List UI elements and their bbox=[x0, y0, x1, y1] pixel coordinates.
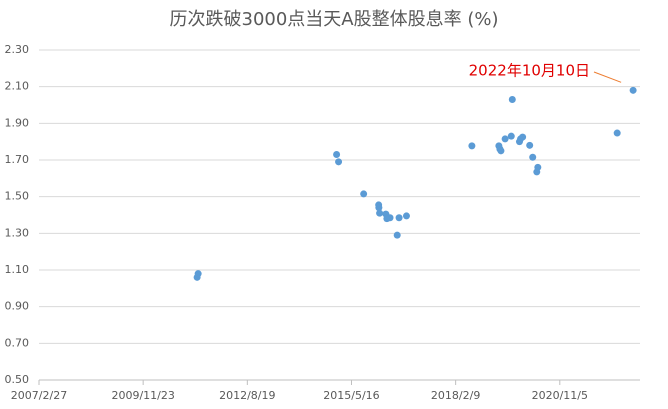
x-tick-label: 2007/2/27 bbox=[11, 389, 67, 402]
point bbox=[360, 190, 368, 198]
point bbox=[497, 147, 505, 155]
point bbox=[194, 270, 202, 278]
x-tick-label: 2018/2/9 bbox=[431, 389, 480, 402]
x-tick-label: 2015/5/16 bbox=[323, 389, 379, 402]
point bbox=[629, 86, 637, 94]
point bbox=[534, 163, 542, 171]
point bbox=[402, 212, 410, 220]
annotation: 2022年10月10日 bbox=[469, 62, 590, 80]
y-tick-label: 1.10 bbox=[5, 263, 30, 276]
point bbox=[393, 231, 401, 239]
x-tick-label: 2020/11/5 bbox=[532, 389, 588, 402]
point bbox=[386, 214, 394, 222]
y-tick-label: 0.90 bbox=[5, 300, 30, 313]
point bbox=[519, 133, 527, 141]
point bbox=[395, 214, 403, 222]
y-tick-label: 1.70 bbox=[5, 153, 30, 166]
x-tick-label: 2009/11/23 bbox=[111, 389, 174, 402]
annotation-line bbox=[593, 71, 622, 83]
y-tick-label: 1.30 bbox=[5, 226, 30, 239]
point bbox=[333, 151, 341, 158]
point bbox=[376, 209, 384, 217]
point bbox=[375, 204, 383, 212]
y-tick-label: 0.70 bbox=[5, 336, 30, 349]
y-tick-label: 1.50 bbox=[5, 190, 30, 203]
point bbox=[508, 96, 516, 103]
y-tick-label: 2.10 bbox=[5, 80, 30, 93]
chart-title: 历次跌破3000点当天A股整体股息率 (%) bbox=[170, 9, 499, 30]
y-tick-label: 2.30 bbox=[5, 43, 30, 56]
y-tick-label: 1.90 bbox=[5, 116, 30, 129]
point bbox=[468, 142, 476, 150]
point bbox=[529, 153, 537, 161]
point bbox=[335, 158, 343, 166]
point bbox=[613, 129, 621, 137]
point bbox=[507, 132, 515, 140]
y-tick-label: 0.50 bbox=[5, 373, 30, 386]
point bbox=[501, 135, 509, 143]
x-tick-label: 2012/8/19 bbox=[219, 389, 275, 402]
point bbox=[526, 141, 534, 149]
